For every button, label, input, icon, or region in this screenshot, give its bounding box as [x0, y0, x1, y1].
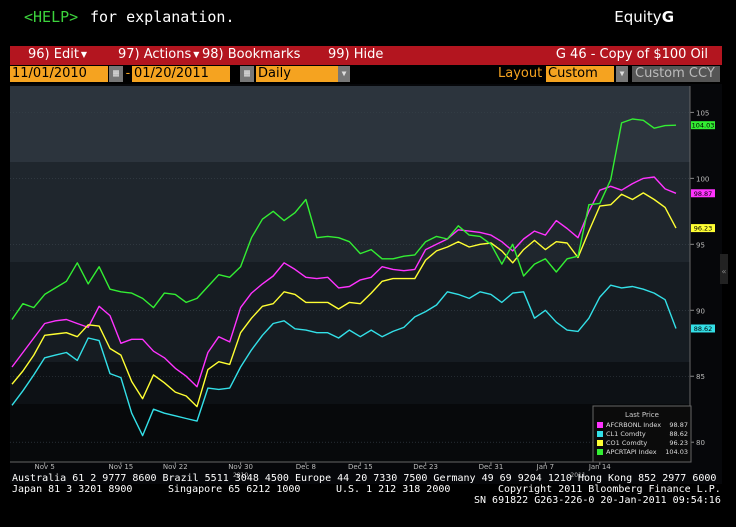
xtick-label: Dec 31	[479, 463, 504, 471]
legend-swatch	[597, 422, 603, 428]
menu-bar: 96) Edit ▼ 97) Actions ▼ 98) Bookmarks 99)…	[10, 46, 722, 65]
bookmarks-menu-label: 98) Bookmarks	[202, 47, 301, 62]
last-value-tag	[691, 121, 715, 130]
ytick-label: 90	[696, 307, 705, 315]
last-value-tag-text: 96.23	[694, 225, 713, 233]
footer-contacts-singapore: Singapore 65 6212 1000	[168, 484, 301, 495]
currency-select[interactable]: Custom CCY	[632, 66, 720, 82]
xtick-label: Nov 22	[163, 463, 188, 471]
last-value-tag-text: 98.87	[694, 190, 713, 198]
xtick-label: Nov 5	[34, 463, 54, 471]
last-value-tag-text: 88.62	[694, 325, 713, 333]
chevron-down-icon[interactable]: ▼	[338, 66, 350, 82]
legend-series-value: 98.87	[669, 421, 688, 429]
legend-swatch	[597, 440, 603, 446]
market-sector-label: EquityG	[614, 8, 674, 26]
xtick-label: Jan 7	[536, 463, 554, 471]
legend: Last Price AFCRBONL Index 98.87 CL1 Comdty…	[592, 405, 692, 463]
layout-select[interactable]: Custom	[546, 66, 614, 82]
top-command-line: <HELP> for explanation. EquityG	[0, 0, 736, 36]
dropdown-arrow-icon: ▼	[193, 50, 200, 59]
plot-band	[10, 262, 690, 362]
dropdown-arrow-icon: ▼	[80, 50, 88, 59]
calendar-icon[interactable]: ▦	[240, 66, 254, 82]
last-value-tag	[691, 224, 715, 233]
edit-menu[interactable]: 96) Edit ▼	[28, 47, 87, 62]
hide-menu[interactable]: 99) Hide	[328, 47, 383, 62]
legend-title: Last Price	[625, 411, 659, 419]
legend-series-value: 104.03	[665, 448, 688, 456]
xtick-label: Nov 15	[108, 463, 133, 471]
help-key[interactable]: <HELP>	[24, 8, 79, 26]
help-text: for explanation.	[90, 8, 235, 26]
series-line-cl1-comdty	[11, 284, 677, 437]
xtick-label: Dec 15	[348, 463, 373, 471]
chart-title: G 46 - Copy of $100 Oil	[555, 47, 708, 62]
legend-series-name: CL1 Comdty	[606, 430, 646, 438]
chart-area: « 105 100 95 90 85 80 98.87 88.62 96.23 104.03 N…	[0, 84, 736, 484]
series-line-co1-comdty	[11, 192, 677, 408]
last-value-tag	[691, 324, 715, 333]
plot-band	[10, 362, 690, 404]
legend-series-name: AFCRBONL Index	[606, 421, 661, 429]
ytick-label: 95	[696, 241, 705, 249]
x-year-label: 2010	[233, 472, 248, 479]
legend-swatch	[597, 449, 603, 455]
actions-menu-label: 97) Actions	[118, 47, 192, 62]
ytick-label: 100	[696, 175, 709, 183]
footer-contacts-line1: Australia 61 2 9777 8600 Brazil 5511 304…	[12, 473, 717, 484]
legend-swatch	[597, 431, 603, 437]
toolbar: 11/01/2010 ▦ - 01/20/2011 ▦ Daily ▼ Layo…	[10, 66, 722, 83]
last-value-tag	[691, 189, 715, 198]
equity-key: G	[661, 8, 674, 26]
equity-prefix: Equity	[614, 8, 662, 26]
plot-band	[10, 86, 690, 162]
xtick-label: Jan 14	[588, 463, 611, 471]
legend-series-value: 96.23	[669, 439, 688, 447]
legend-series-name: APCRTAPI Index	[606, 448, 657, 456]
xtick-label: Nov 30	[228, 463, 253, 471]
last-value-tag-text: 104.03	[692, 122, 715, 130]
layout-label: Layout	[498, 66, 543, 81]
footer-contacts-us: U.S. 1 212 318 2000	[336, 484, 451, 495]
hide-menu-label: 99) Hide	[328, 47, 384, 62]
edit-menu-label: 96) Edit	[28, 47, 79, 62]
legend-series-name: CO1 Comdty	[606, 439, 647, 447]
series-line-apcrtapi-index	[11, 118, 677, 320]
xtick-label: Dec 8	[296, 463, 316, 471]
chevron-down-icon[interactable]: ▼	[616, 66, 628, 82]
footer-session: SN 691822 G263-226-0 20-Jan-2011 09:54:1…	[474, 495, 721, 506]
end-date-field[interactable]: 01/20/2011	[132, 66, 230, 82]
legend-box	[592, 405, 692, 463]
date-separator: -	[124, 66, 132, 81]
footer-contacts-japan: Japan 81 3 3201 8900	[12, 484, 133, 495]
scroll-handle[interactable]	[720, 254, 728, 284]
calendar-icon[interactable]: ▦	[109, 66, 123, 82]
collapse-arrow-icon[interactable]: «	[722, 267, 727, 276]
xtick-label: Dec 23	[413, 463, 438, 471]
x-year-label: 2011	[570, 472, 585, 479]
bookmarks-menu[interactable]: 98) Bookmarks	[202, 47, 310, 62]
plot-band	[10, 162, 690, 262]
ytick-label: 105	[696, 109, 709, 117]
start-date-field[interactable]: 11/01/2010	[10, 66, 108, 82]
actions-menu[interactable]: 97) Actions ▼	[118, 47, 199, 62]
ytick-label: 80	[696, 439, 705, 447]
footer-copyright: Copyright 2011 Bloomberg Finance L.P.	[498, 484, 721, 495]
period-select[interactable]: Daily	[256, 66, 340, 82]
ytick-label: 85	[696, 373, 705, 381]
series-line-afcrbonl-index	[11, 176, 677, 388]
legend-series-value: 88.62	[669, 430, 688, 438]
plot-band	[10, 404, 690, 462]
